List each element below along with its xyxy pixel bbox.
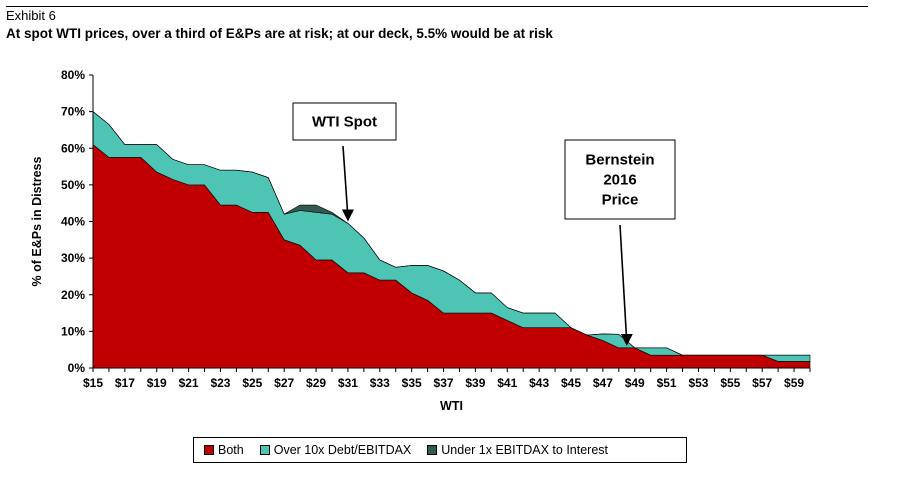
x-tick-label: $49 bbox=[625, 376, 645, 390]
x-tick-label: $31 bbox=[338, 376, 358, 390]
x-tick-label: $39 bbox=[465, 376, 485, 390]
x-tick-label: $53 bbox=[688, 376, 708, 390]
legend-label-over-debt: Over 10x Debt/EBITDAX bbox=[273, 443, 412, 457]
x-tick-label: $29 bbox=[306, 376, 326, 390]
x-tick-label: $23 bbox=[210, 376, 230, 390]
annotation-wti-spot-text: WTI Spot bbox=[312, 114, 377, 131]
x-tick-label: $43 bbox=[529, 376, 549, 390]
legend-label-under-interest: Under 1x EBITDAX to Interest bbox=[441, 443, 609, 457]
exhibit-label: Exhibit 6 bbox=[6, 8, 56, 23]
chart-legend: Both Over 10x Debt/EBITDAX Under 1x EBIT… bbox=[193, 437, 687, 463]
x-tick-label: $19 bbox=[147, 376, 167, 390]
y-tick-label: 10% bbox=[61, 324, 85, 338]
annotation-bernstein-price-text: 2016 bbox=[603, 172, 636, 189]
chart-svg: 0% 10% 20% 30% 40% 50% 60% 70% 80% $15 $17 $19 $21 $2… bbox=[30, 68, 811, 413]
annotation-bernstein-price-arrow-head bbox=[620, 334, 633, 347]
legend-swatch-under-interest bbox=[427, 445, 438, 455]
y-tick-label: 80% bbox=[61, 68, 85, 82]
legend-item-both: Both bbox=[204, 443, 244, 457]
x-tick-label: $33 bbox=[370, 376, 390, 390]
annotation-bernstein-price-text: Bernstein bbox=[585, 152, 654, 169]
x-tick-label: $37 bbox=[434, 376, 454, 390]
chart-title: At spot WTI prices, over a third of E&Ps… bbox=[6, 26, 553, 41]
annotation-wti-spot-box bbox=[292, 102, 397, 141]
y-axis-label: % of E&Ps in Distress bbox=[30, 157, 44, 287]
annotation-wti-spot-arrow-line bbox=[342, 145, 349, 218]
annotation-wti-spot-arrow-head bbox=[341, 209, 354, 222]
legend-item-under-interest: Under 1x EBITDAX to Interest bbox=[427, 443, 608, 457]
legend-swatch-both bbox=[204, 445, 214, 455]
x-axis-label: WTI bbox=[440, 399, 463, 413]
x-tick-label: $57 bbox=[752, 376, 772, 390]
y-tick-label: 20% bbox=[61, 288, 85, 302]
annotation-bernstein-price-arrow-line bbox=[619, 224, 628, 343]
x-tick-label: $17 bbox=[115, 376, 135, 390]
x-tick-label: $45 bbox=[561, 376, 581, 390]
y-tick-label: 0% bbox=[68, 361, 86, 375]
x-tick-label: $47 bbox=[593, 376, 613, 390]
x-tick-label: $21 bbox=[179, 376, 199, 390]
y-tick-label: 30% bbox=[61, 251, 85, 265]
y-tick-label: 60% bbox=[61, 141, 85, 155]
annotation-bernstein-price-text: Price bbox=[602, 192, 639, 209]
x-tick-label: $41 bbox=[497, 376, 517, 390]
x-tick-label: $25 bbox=[242, 376, 262, 390]
legend-label-both: Both bbox=[218, 443, 244, 457]
x-tick-label: $35 bbox=[402, 376, 422, 390]
x-tick-label: $15 bbox=[83, 376, 103, 390]
legend-item-over-debt: Over 10x Debt/EBITDAX bbox=[259, 443, 412, 457]
legend-swatch-over-debt bbox=[259, 445, 270, 455]
annotation-bernstein-price-box bbox=[564, 139, 676, 220]
x-tick-label: $51 bbox=[657, 376, 677, 390]
x-tick-label: $27 bbox=[274, 376, 294, 390]
header-rule bbox=[6, 6, 868, 7]
x-tick-label: $55 bbox=[720, 376, 740, 390]
y-tick-label: 40% bbox=[61, 215, 85, 229]
y-tick-label: 50% bbox=[61, 178, 85, 192]
x-tick-label: $59 bbox=[784, 376, 804, 390]
y-tick-label: 70% bbox=[61, 105, 85, 119]
area-series-under_interest bbox=[92, 111, 811, 356]
